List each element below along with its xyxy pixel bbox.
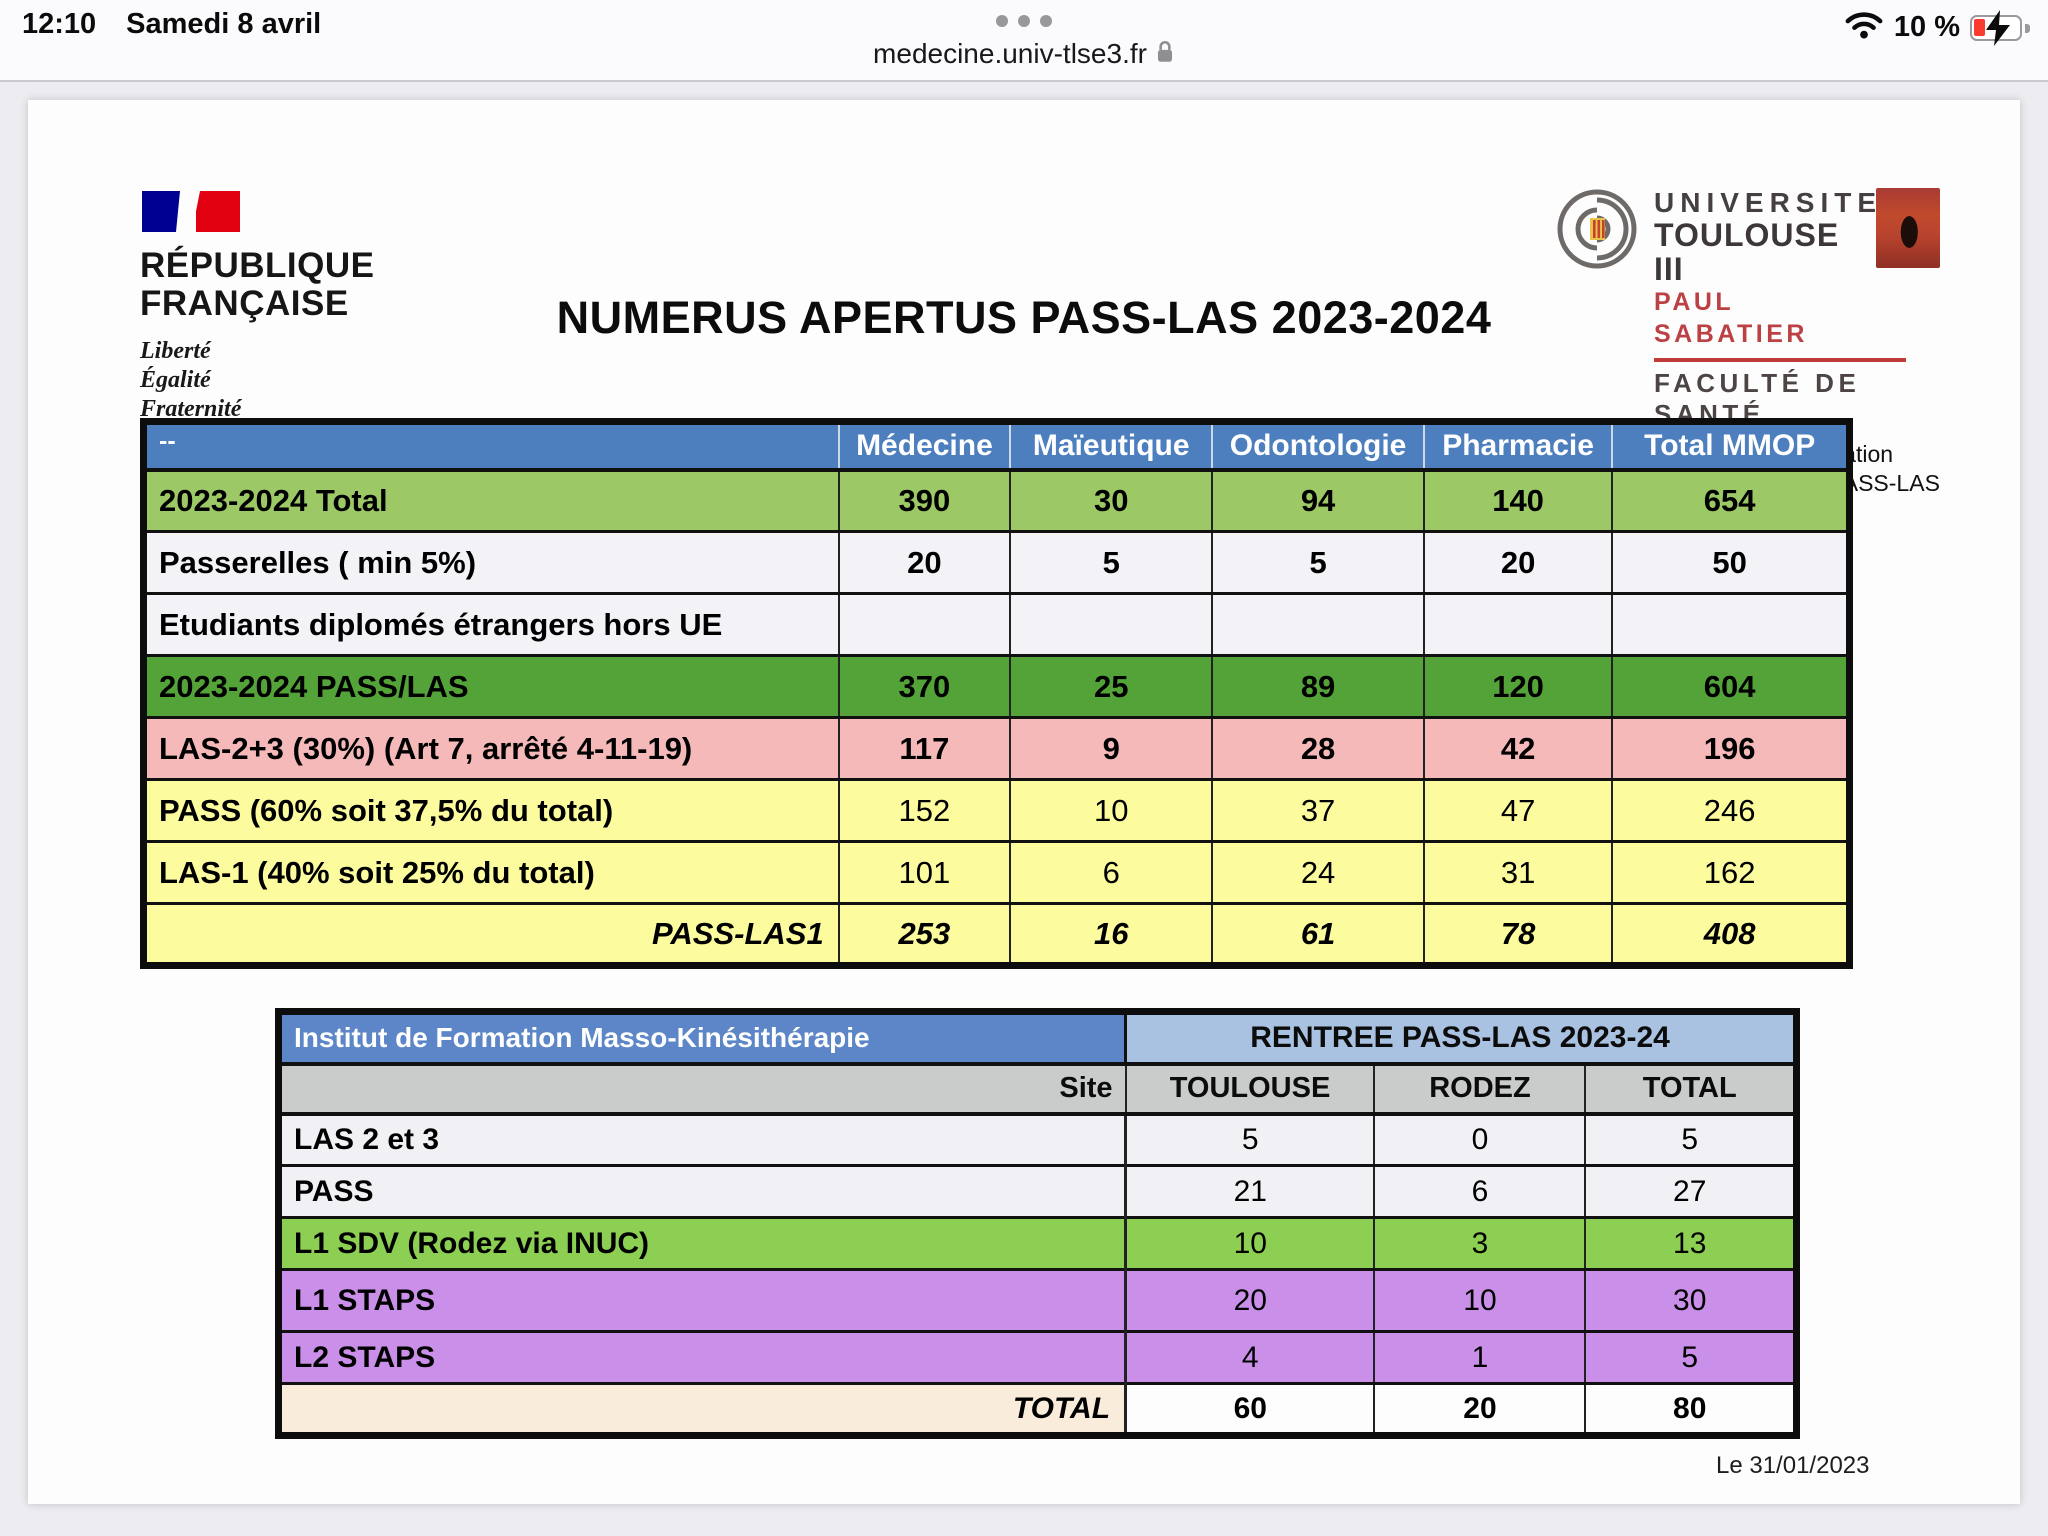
table-row: PASS 21 6 27: [277, 1164, 1798, 1219]
date: Samedi 8 avril: [126, 8, 322, 40]
col-header-maieutique: Maïeutique: [1009, 421, 1213, 472]
document-title: NUMERUS APERTUS PASS-LAS 2023-2024: [556, 292, 1492, 343]
table-row: Etudiants diplomés étrangers hors UE: [142, 592, 1851, 657]
rf-motto: Liberté Égalité Fraternité: [140, 338, 242, 422]
clock: 12:10: [22, 8, 97, 40]
red-divider: [1654, 358, 1906, 362]
table-total-row: TOTAL 60 20 80: [277, 1382, 1798, 1437]
col-header-toulouse: TOULOUSE: [1124, 1061, 1376, 1116]
clock-date: 12:10 Samedi 8 avril: [22, 8, 321, 41]
col-header-odontologie: Odontologie: [1211, 421, 1424, 472]
french-flag-marianne-icon: [142, 191, 240, 232]
battery-percent: 10 %: [1893, 11, 1960, 43]
table-row: 2023-2024 PASS/LAS 370 25 89 120 604: [142, 654, 1851, 719]
ut3-art-image: [1876, 188, 1940, 268]
table-row: Passerelles ( min 5%) 20 5 5 20 50: [142, 530, 1851, 595]
col-header-total-mmop: Total MMOP: [1611, 421, 1850, 472]
rentree-title: RENTREE PASS-LAS 2023-24: [1124, 1011, 1797, 1064]
col-header-medecine: Médecine: [837, 421, 1011, 472]
institut-title: Institut de Formation Masso-Kinésithérap…: [278, 1011, 1126, 1064]
table-row: LAS-2+3 (30%) (Art 7, arrêté 4-11-19) 11…: [142, 716, 1851, 781]
lock-icon: [1155, 39, 1175, 72]
table-row: L2 STAPS 4 1 5: [277, 1330, 1798, 1385]
masso-kinesitherapie-table: Institut de Formation Masso-Kinésithérap…: [275, 1008, 1800, 1439]
table-row: L1 STAPS 20 10 30: [277, 1268, 1798, 1333]
table2-site-header-row: Site TOULOUSE RODEZ TOTAL: [277, 1061, 1798, 1116]
col-header-total: TOTAL: [1584, 1061, 1798, 1116]
table-total-row: PASS-LAS1 253 16 61 78 408: [142, 902, 1851, 967]
site-label: Site: [277, 1061, 1127, 1116]
document-date: Le 31/01/2023: [1716, 1452, 1870, 1479]
url-text: medecine.univ-tlse3.fr: [873, 38, 1147, 69]
url-bar[interactable]: medecine.univ-tlse3.fr: [0, 38, 2048, 72]
col-header-pharmacie: Pharmacie: [1422, 421, 1613, 472]
battery-charging-icon: [1970, 9, 2030, 46]
status-bar: 12:10 Samedi 8 avril 10 % medecine.uni: [0, 0, 2048, 82]
table-row: 2023-2024 Total 390 30 94 140 654: [142, 468, 1851, 533]
faculty-label: FACULTÉ DE SANTÉ: [1654, 368, 1861, 429]
col-header-rodez: RODEZ: [1373, 1061, 1587, 1116]
table-row: LAS 2 et 3 5 0 5: [277, 1112, 1798, 1167]
table1-header-row: -- Médecine Maïeutique Odontologie Pharm…: [143, 421, 1850, 472]
page-dots-indicator[interactable]: [0, 14, 2048, 32]
table-row: PASS (60% soit 37,5% du total) 152 10 37…: [142, 778, 1851, 843]
republique-francaise-logo: RÉPUBLIQUE FRANÇAISE Liberté Égalité Fra…: [140, 190, 374, 424]
browser-viewport[interactable]: RÉPUBLIQUE FRANÇAISE Liberté Égalité Fra…: [0, 84, 2048, 1536]
table-row: L1 SDV (Rodez via INUC) 10 3 13: [277, 1216, 1798, 1271]
rf-title: RÉPUBLIQUE FRANÇAISE: [140, 246, 375, 323]
table2-title-row: Institut de Formation Masso-Kinésithérap…: [278, 1011, 1797, 1064]
ut3-wordmark: UNIVERSITE TOULOUSE III PAUL SABATIER: [1654, 187, 1883, 349]
pdf-document-page: RÉPUBLIQUE FRANÇAISE Liberté Égalité Fra…: [28, 100, 2020, 1504]
numerus-apertus-table: -- Médecine Maïeutique Odontologie Pharm…: [140, 418, 1853, 969]
col-header-dash: --: [143, 421, 839, 472]
wifi-icon: [1844, 10, 1884, 45]
status-icons: 10 %: [1844, 9, 2030, 46]
table-row: LAS-1 (40% soit 25% du total) 101 6 24 3…: [142, 840, 1851, 905]
ut3-seal-icon: [1557, 189, 1637, 269]
